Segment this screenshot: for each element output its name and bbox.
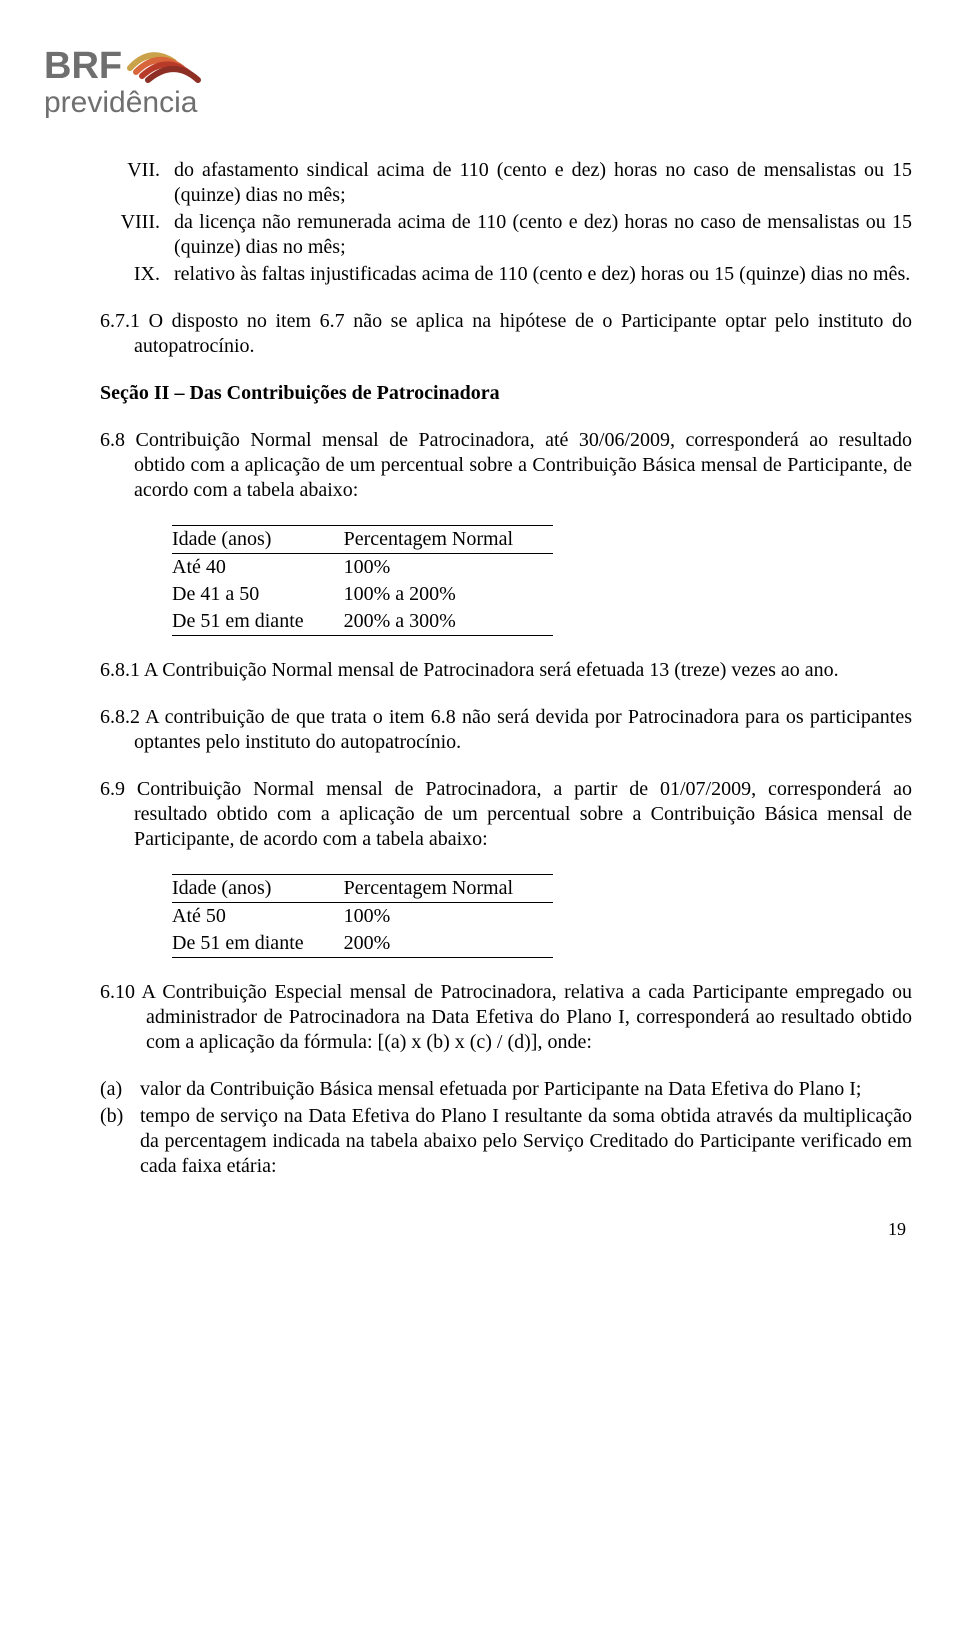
paragraph-6-7-1: 6.7.1 O disposto no item 6.7 não se apli… [100,309,912,359]
table-cell: 200% a 300% [344,608,553,636]
paragraph-6-8-1: 6.8.1 A Contribuição Normal mensal de Pa… [100,658,912,683]
paragraph-6-8: 6.8 Contribuição Normal mensal de Patroc… [100,428,912,503]
table-cell: De 41 a 50 [172,581,344,608]
table-row: De 51 em diante 200% [172,930,553,958]
table-row: De 51 em diante 200% a 300% [172,608,553,636]
table-row: De 41 a 50 100% a 200% [172,581,553,608]
page-number: 19 [100,1219,912,1240]
table-header-row: Idade (anos) Percentagem Normal [172,875,553,903]
table-percentages-1: Idade (anos) Percentagem Normal Até 40 1… [172,525,553,636]
formula-sub-list: (a) valor da Contribuição Básica mensal … [100,1077,912,1179]
roman-numeral: IX. [100,262,174,287]
table-cell: Até 50 [172,903,344,931]
table-row: Até 50 100% [172,903,553,931]
table-header-cell: Percentagem Normal [344,875,553,903]
table-cell: 100% [344,554,553,582]
sub-item: (b) tempo de serviço na Data Efetiva do … [100,1104,912,1179]
sub-mark: (a) [100,1077,140,1102]
roman-item: VII. do afastamento sindical acima de 11… [100,158,912,208]
paragraph-6-10: 6.10 A Contribuição Especial mensal de P… [100,980,912,1055]
sub-item: (a) valor da Contribuição Básica mensal … [100,1077,912,1102]
paragraph-6-8-2: 6.8.2 A contribuição de que trata o item… [100,705,912,755]
table-header-row: Idade (anos) Percentagem Normal [172,526,553,554]
table-cell: Até 40 [172,554,344,582]
roman-text: do afastamento sindical acima de 110 (ce… [174,158,912,208]
sub-text: valor da Contribuição Básica mensal efet… [140,1077,912,1102]
table-cell: 200% [344,930,553,958]
table-row: Até 40 100% [172,554,553,582]
table-cell: 100% a 200% [344,581,553,608]
sub-mark: (b) [100,1104,140,1179]
logo-top-text: BRF [44,45,122,87]
table-cell: De 51 em diante [172,608,344,636]
table-cell: De 51 em diante [172,930,344,958]
table-percentages-2: Idade (anos) Percentagem Normal Até 50 1… [172,874,553,958]
paragraph-6-9: 6.9 Contribuição Normal mensal de Patroc… [100,777,912,852]
roman-text: relativo às faltas injustificadas acima … [174,262,912,287]
logo-bottom-text: previdência [44,86,198,119]
table-header-cell: Percentagem Normal [344,526,553,554]
table-header-cell: Idade (anos) [172,526,344,554]
sub-text: tempo de serviço na Data Efetiva do Plan… [140,1104,912,1179]
table-header-cell: Idade (anos) [172,875,344,903]
roman-numeral: VIII. [100,210,174,260]
brand-logo: BRF previdência [40,40,912,130]
document-page: BRF previdência VII. do afastamento sind… [0,0,960,1280]
roman-text: da licença não remunerada acima de 110 (… [174,210,912,260]
brf-logo-icon: BRF previdência [40,40,260,130]
table-cell: 100% [344,903,553,931]
roman-list: VII. do afastamento sindical acima de 11… [100,158,912,287]
section-2-heading: Seção II – Das Contribuições de Patrocin… [100,381,912,406]
roman-item: VIII. da licença não remunerada acima de… [100,210,912,260]
roman-numeral: VII. [100,158,174,208]
roman-item: IX. relativo às faltas injustificadas ac… [100,262,912,287]
